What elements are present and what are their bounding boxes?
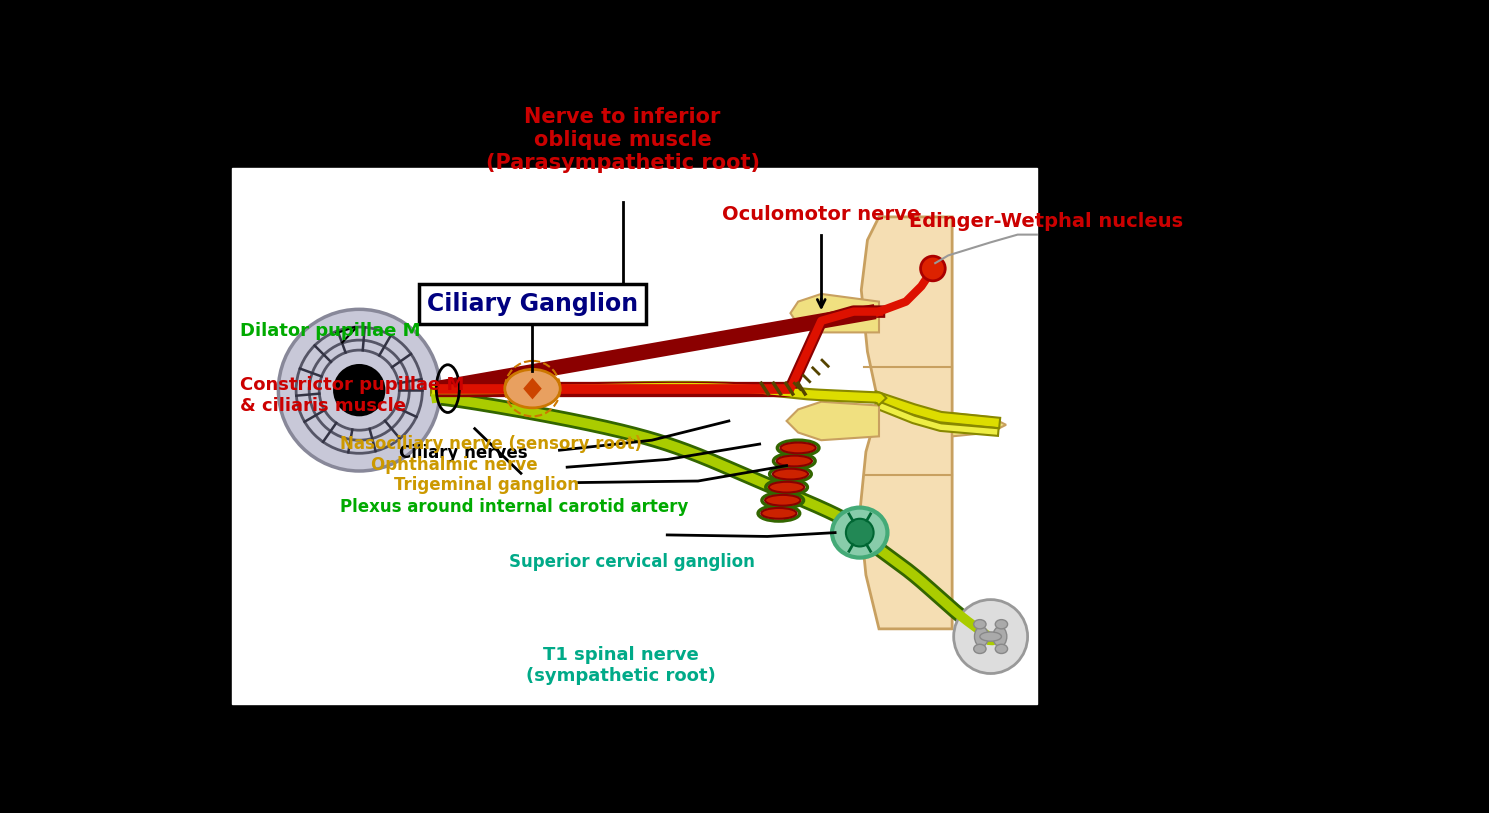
Circle shape bbox=[953, 600, 1027, 673]
Ellipse shape bbox=[768, 482, 804, 493]
Polygon shape bbox=[523, 378, 542, 399]
Ellipse shape bbox=[780, 442, 816, 454]
Ellipse shape bbox=[995, 644, 1008, 654]
Ellipse shape bbox=[773, 469, 809, 480]
Ellipse shape bbox=[993, 627, 1007, 646]
Text: Edinger-Wetphal nucleus: Edinger-Wetphal nucleus bbox=[908, 211, 1184, 231]
Text: Plexus around internal carotid artery: Plexus around internal carotid artery bbox=[339, 498, 688, 516]
Text: Ciliary nerves: Ciliary nerves bbox=[399, 444, 527, 462]
Ellipse shape bbox=[832, 507, 887, 558]
Ellipse shape bbox=[974, 627, 989, 646]
Ellipse shape bbox=[974, 644, 986, 654]
FancyBboxPatch shape bbox=[232, 168, 1036, 703]
Text: T1 spinal nerve
(sympathetic root): T1 spinal nerve (sympathetic root) bbox=[526, 646, 716, 685]
Ellipse shape bbox=[765, 495, 801, 506]
Ellipse shape bbox=[995, 620, 1008, 629]
Text: Ophthalmic nerve: Ophthalmic nerve bbox=[371, 455, 538, 474]
Text: Ciliary Ganglion: Ciliary Ganglion bbox=[427, 292, 639, 316]
Ellipse shape bbox=[777, 455, 812, 467]
Text: Constrictor pupillae M
& ciliaris muscle: Constrictor pupillae M & ciliaris muscle bbox=[240, 376, 465, 415]
Text: Oculomotor nerve: Oculomotor nerve bbox=[722, 206, 920, 224]
Text: Dilator pupillae M: Dilator pupillae M bbox=[240, 323, 420, 341]
Polygon shape bbox=[786, 402, 879, 440]
Text: Superior cervical ganglion: Superior cervical ganglion bbox=[509, 554, 755, 572]
Text: Trigeminal ganglion: Trigeminal ganglion bbox=[395, 476, 579, 494]
Circle shape bbox=[334, 364, 386, 416]
Circle shape bbox=[920, 256, 946, 280]
Ellipse shape bbox=[980, 632, 1002, 641]
Polygon shape bbox=[791, 294, 879, 333]
Circle shape bbox=[846, 519, 874, 546]
Polygon shape bbox=[859, 217, 951, 629]
Text: Nasociliary nerve (sensory root): Nasociliary nerve (sensory root) bbox=[339, 435, 642, 453]
Ellipse shape bbox=[761, 508, 797, 519]
Ellipse shape bbox=[505, 369, 560, 408]
Circle shape bbox=[278, 309, 441, 471]
Text: Nerve to inferior
oblique muscle
(Parasympathetic root): Nerve to inferior oblique muscle (Parasy… bbox=[485, 107, 759, 173]
Polygon shape bbox=[951, 413, 1007, 437]
Ellipse shape bbox=[974, 620, 986, 629]
